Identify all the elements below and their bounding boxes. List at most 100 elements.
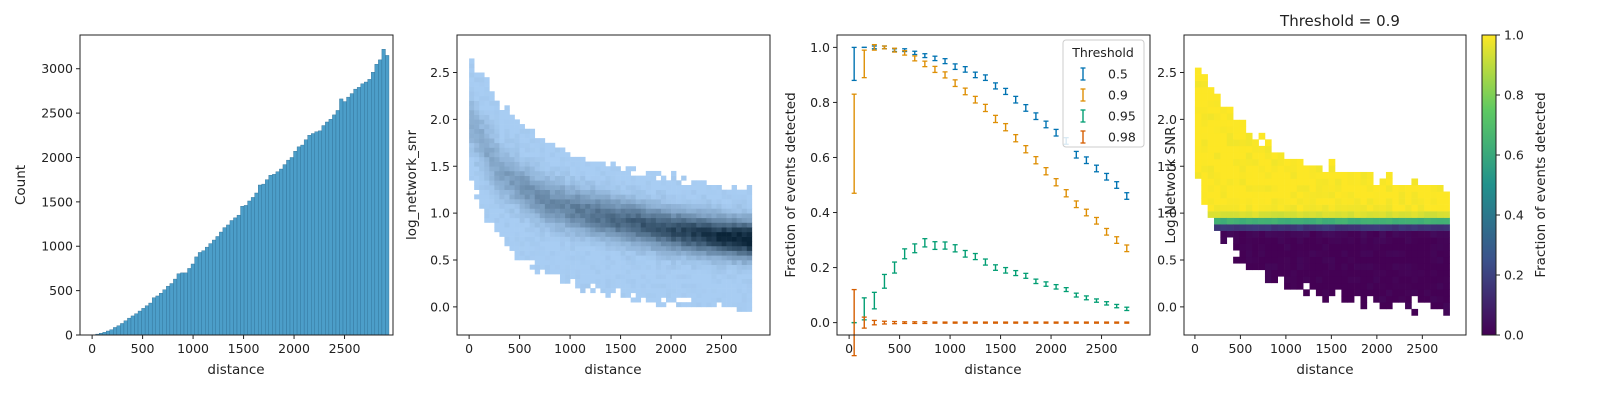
density-cell: [519, 128, 525, 134]
heatmap-cell: [1322, 178, 1329, 186]
density-cell: [575, 199, 581, 205]
density-cell: [716, 288, 722, 294]
heatmap-cell: [1271, 263, 1278, 271]
histogram-bar: [296, 146, 301, 336]
density-cell: [731, 250, 737, 256]
density-cell: [524, 161, 530, 167]
heatmap-cell: [1214, 178, 1221, 186]
density-cell: [696, 213, 702, 219]
density-cell: [650, 278, 657, 284]
density-cell: [590, 255, 596, 261]
heatmap-cell: [1284, 237, 1291, 244]
density-cell: [726, 241, 732, 247]
density-cell: [741, 283, 748, 289]
density-cell: [721, 222, 727, 228]
density-cell: [499, 124, 505, 130]
heatmap-cell: [1220, 139, 1228, 147]
density-cell: [686, 292, 692, 298]
density-cell: [746, 231, 753, 237]
heatmap-cell: [1207, 178, 1215, 186]
density-cell: [696, 189, 702, 195]
density-cell: [519, 250, 525, 256]
density-cell: [595, 236, 601, 242]
heatmap-cell: [1258, 204, 1266, 212]
heatmap-cell: [1328, 165, 1336, 173]
density-cell: [711, 217, 717, 223]
series-0.98: [851, 288, 1130, 357]
heatmap-cell: [1214, 158, 1221, 166]
density-cell: [731, 189, 737, 195]
density-cell: [514, 128, 520, 134]
density-cell: [701, 199, 707, 205]
heatmap-cell: [1443, 302, 1450, 310]
density-cell: [746, 269, 753, 275]
histogram-bar: [155, 295, 160, 336]
density-cell: [544, 213, 551, 219]
x-tick-label: 2500: [1406, 341, 1438, 356]
heatmap-cell: [1296, 230, 1304, 238]
heatmap-cell: [1424, 243, 1431, 251]
density-cell: [549, 161, 556, 167]
density-cell: [570, 250, 576, 256]
y-axis-label: Fraction of events detected: [783, 92, 799, 277]
heatmap-cell: [1366, 243, 1374, 251]
density-cell: [660, 274, 667, 280]
density-cell: [630, 222, 637, 228]
heatmap-cell: [1328, 178, 1336, 186]
density-cell: [620, 231, 626, 237]
legend-title: Threshold: [1071, 45, 1134, 60]
density-cell: [736, 278, 743, 284]
heatmap-cell: [1201, 80, 1208, 88]
heatmap-cell: [1303, 289, 1310, 297]
heatmap-cell: [1443, 295, 1450, 303]
heatmap-cell: [1360, 302, 1368, 310]
heatmap-cell: [1252, 217, 1259, 225]
density-cell: [645, 175, 652, 181]
histogram-bar: [116, 325, 121, 336]
density-cell: [716, 189, 722, 195]
heatmap-cell: [1214, 113, 1221, 121]
heatmap-cell: [1309, 243, 1317, 251]
density-cell: [711, 194, 717, 200]
density-cell: [529, 194, 536, 200]
heatmap-cell: [1335, 224, 1342, 231]
density-cell: [554, 227, 561, 233]
density-cell: [544, 269, 551, 275]
heatmap-cell: [1392, 256, 1399, 264]
heatmap-cell: [1201, 87, 1208, 94]
density-cell: [701, 189, 707, 195]
density-cell: [736, 199, 743, 205]
density-cell: [534, 227, 541, 233]
density-cell: [499, 170, 505, 176]
density-cell: [544, 250, 551, 256]
density-cell: [499, 119, 505, 125]
heatmap-cell: [1436, 276, 1444, 284]
heatmap-cell: [1214, 198, 1221, 205]
density-cell: [504, 105, 510, 111]
heatmap-cell: [1424, 191, 1431, 199]
density-cell: [559, 203, 566, 209]
heatmap-cell: [1315, 282, 1323, 290]
histogram-bars: [91, 49, 390, 336]
density-cell: [701, 241, 707, 247]
density-cell: [691, 250, 697, 256]
density-cell: [620, 203, 626, 209]
density-cell: [681, 241, 687, 247]
heatmap-cell: [1290, 250, 1298, 258]
density-cell: [514, 124, 520, 130]
y-tick-label: 2.5: [1157, 65, 1177, 80]
density-cell: [590, 185, 596, 190]
density-cell: [479, 86, 485, 92]
density-cell: [570, 260, 576, 265]
heatmap-cell: [1417, 224, 1425, 231]
heatmap-cell: [1277, 217, 1285, 225]
density-cell: [549, 189, 556, 195]
density-cell: [741, 241, 748, 247]
density-cell: [711, 264, 717, 270]
density-cell: [539, 241, 546, 247]
density-cell: [600, 199, 606, 205]
density-cell: [655, 274, 662, 280]
heatmap-cell: [1392, 217, 1399, 225]
density-cell: [731, 255, 737, 261]
density-cell: [666, 278, 672, 284]
